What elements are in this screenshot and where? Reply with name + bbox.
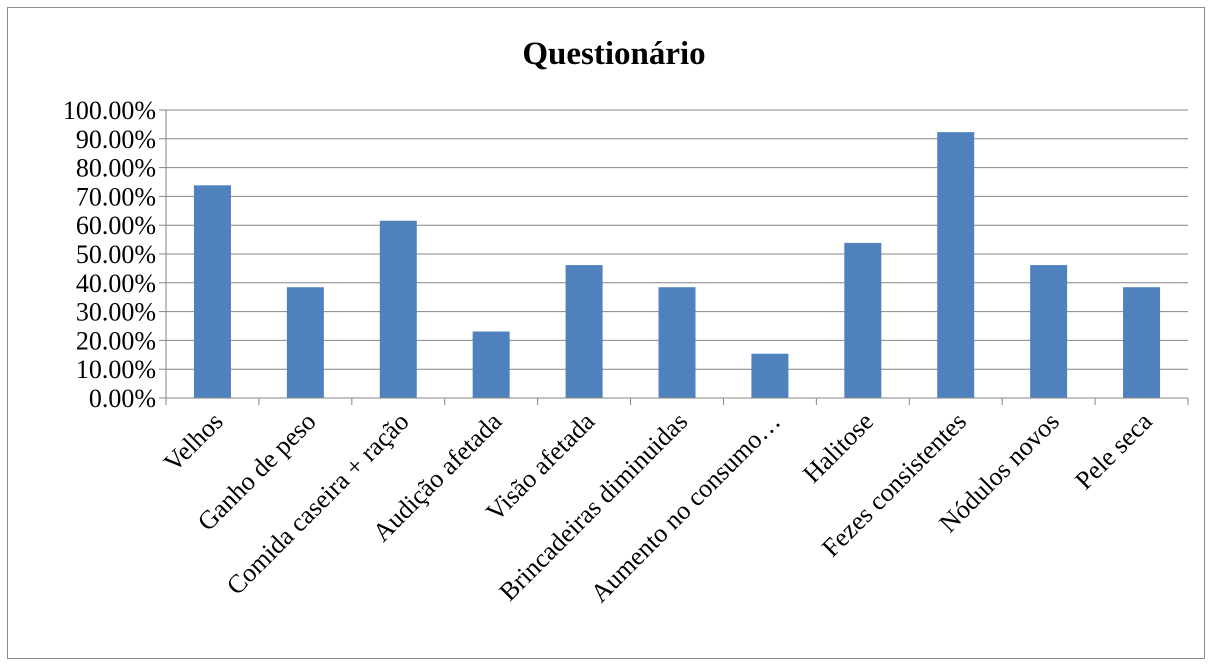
x-category-label: Velhos [158, 407, 229, 478]
bar [565, 265, 603, 398]
bar [658, 287, 696, 398]
bar [286, 287, 324, 398]
y-tick-label: 30.00% [76, 298, 156, 327]
y-tick-label: 0.00% [89, 384, 156, 413]
x-category-label: Brincadeiras diminuidas [494, 407, 694, 607]
gridlines [166, 109, 1188, 370]
y-tick-label: 50.00% [76, 240, 156, 269]
y-axis-tick-labels: 0.00%10.00%20.00%30.00%40.00%50.00%60.00… [63, 96, 156, 413]
chart-title: Questionário [522, 36, 705, 72]
y-tick-label: 100.00% [63, 96, 156, 125]
y-tick-label: 10.00% [76, 355, 156, 384]
axes [159, 109, 1189, 405]
bar [751, 353, 789, 398]
bar [937, 132, 975, 398]
x-category-label: Pele seca [1069, 406, 1158, 495]
x-category-label: Comida caseira + ração [221, 407, 415, 601]
bar [844, 242, 882, 398]
bars [193, 132, 1161, 398]
bar [193, 185, 231, 398]
x-category-label: Aumento no consumo… [585, 407, 786, 608]
y-tick-label: 70.00% [76, 182, 156, 211]
y-tick-label: 40.00% [76, 269, 156, 298]
y-tick-label: 90.00% [76, 125, 156, 154]
chart-frame: Questionário 0.00% 10.00% 20.00% 30.00% 40.0… [7, 7, 1205, 659]
y-tick-label: 60.00% [76, 211, 156, 240]
bar [472, 331, 510, 398]
bar [379, 220, 417, 398]
y-tick-label: 80.00% [76, 154, 156, 183]
bar [1030, 265, 1068, 398]
bar [1123, 287, 1161, 398]
bar-chart: Questionário 0.00%10.00%20.00%30.00%40.0… [63, 36, 1189, 608]
y-tick-label: 20.00% [76, 326, 156, 355]
x-category-label: Halitose [797, 407, 879, 489]
